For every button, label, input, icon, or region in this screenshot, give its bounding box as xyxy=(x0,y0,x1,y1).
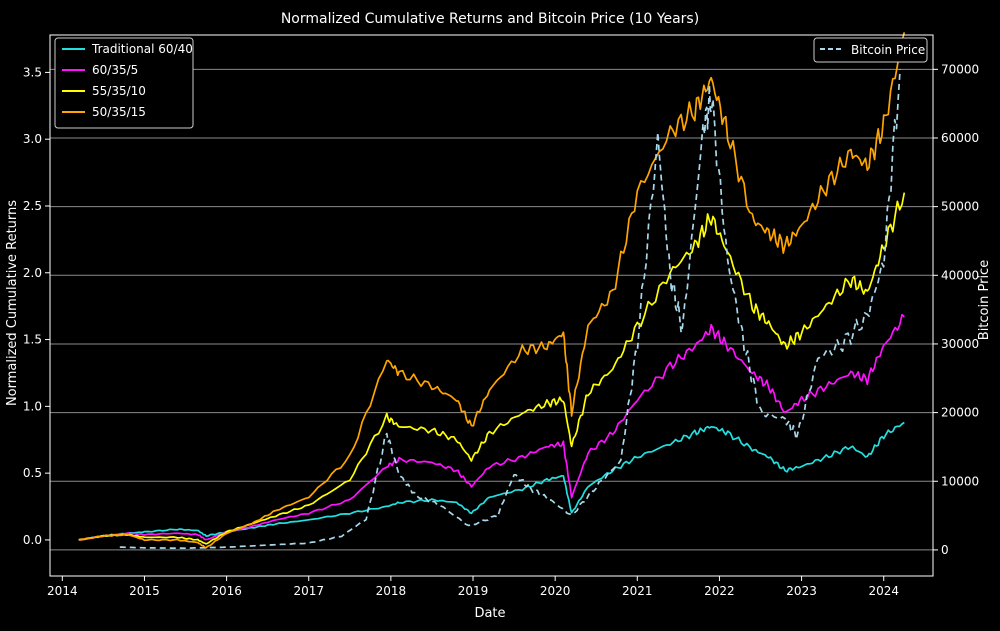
x-tick-label-2014: 2014 xyxy=(47,584,78,598)
y2-tick-label-50000: 50000 xyxy=(941,200,979,214)
x-tick-label-2021: 2021 xyxy=(622,584,653,598)
legend-right-box xyxy=(813,37,928,63)
series-layer xyxy=(78,32,906,550)
x-tick-label-2024: 2024 xyxy=(868,584,899,598)
series-line-bitcoin-price xyxy=(119,69,901,550)
legend-left: Traditional 60/40 60/35/5 55/35/10 50/35… xyxy=(54,37,194,129)
x-tick-label-2018: 2018 xyxy=(376,584,407,598)
y-tick-label-0.5: 0.5 xyxy=(23,466,42,480)
x-tick-label-2017: 2017 xyxy=(293,584,324,598)
legend-label-bitcoin: Bitcoin Price xyxy=(851,43,925,57)
x-tick-label-2016: 2016 xyxy=(211,584,242,598)
x-tick-label-2020: 2020 xyxy=(540,584,571,598)
series-line-50-35-15 xyxy=(78,32,906,549)
x-axis: 2014 2015 2016 2017 2018 2019 2020 2021 2022 2023… xyxy=(47,576,899,598)
x-tick-label-2019: 2019 xyxy=(458,584,489,598)
legend-label-50-35-15: 50/35/15 xyxy=(92,105,146,119)
y2-tick-label-10000: 10000 xyxy=(941,474,979,488)
legend-label-55-35-10: 55/35/10 xyxy=(92,84,146,98)
grid-lines xyxy=(50,68,933,551)
x-tick-label-2022: 2022 xyxy=(704,584,735,598)
legend-left-box xyxy=(54,37,194,129)
y-tick-label-0.0: 0.0 xyxy=(23,533,42,547)
series-line-traditional-60-40 xyxy=(78,421,905,541)
x-tick-label-2015: 2015 xyxy=(129,584,160,598)
y2-tick-label-20000: 20000 xyxy=(941,406,979,420)
plot-frame xyxy=(49,34,934,577)
y2-axis-label: Bitcoin Price xyxy=(977,260,992,340)
x-axis-label: Date xyxy=(474,606,505,621)
y-tick-label-1.0: 1.0 xyxy=(23,399,42,413)
y-tick-label-2.5: 2.5 xyxy=(23,199,42,213)
y2-tick-label-0: 0 xyxy=(941,543,949,557)
y2-tick-label-70000: 70000 xyxy=(941,62,979,76)
x-tick-label-2023: 2023 xyxy=(786,584,817,598)
y-axis-right: 0 10000 20000 30000 40000 50000 60000 70000 xyxy=(933,62,979,557)
legend-right: Bitcoin Price xyxy=(813,37,928,63)
y-tick-label-3.0: 3.0 xyxy=(23,132,42,146)
legend-label-60-35-5: 60/35/5 xyxy=(92,63,138,77)
chart-title: Normalized Cumulative Returns and Bitcoi… xyxy=(281,11,699,27)
y2-tick-label-30000: 30000 xyxy=(941,337,979,351)
y-tick-label-2.0: 2.0 xyxy=(23,266,42,280)
y2-tick-label-40000: 40000 xyxy=(941,268,979,282)
y-axis-label: Normalized Cumulative Returns xyxy=(5,200,20,406)
y-tick-label-3.5: 3.5 xyxy=(23,65,42,79)
series-line-60-35-5 xyxy=(78,313,905,541)
y-axis-left: 0.0 0.5 1.0 1.5 2.0 2.5 3.0 3.5 xyxy=(23,65,50,547)
y2-tick-label-60000: 60000 xyxy=(941,131,979,145)
y-tick-label-1.5: 1.5 xyxy=(23,333,42,347)
legend-label-traditional: Traditional 60/40 xyxy=(91,42,193,56)
series-line-55-35-10 xyxy=(78,192,906,545)
